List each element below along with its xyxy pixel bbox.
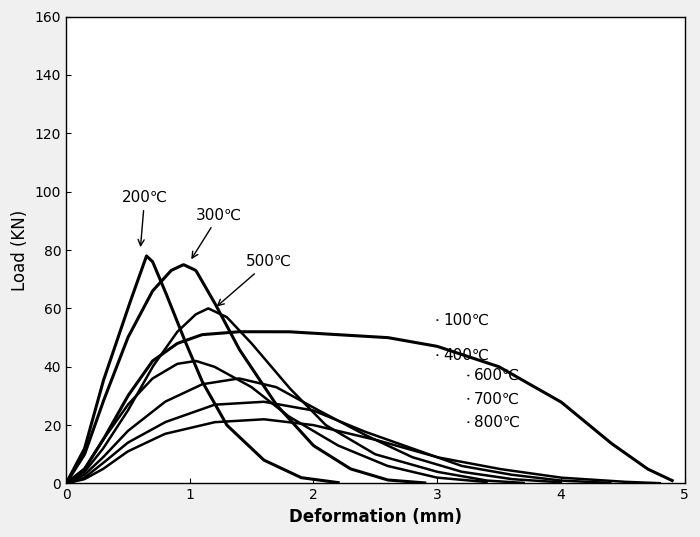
Text: 600℃: 600℃	[468, 368, 520, 383]
Text: 100℃: 100℃	[437, 313, 489, 328]
Text: 500℃: 500℃	[218, 254, 291, 306]
Y-axis label: Load (KN): Load (KN)	[11, 209, 29, 291]
Text: 300℃: 300℃	[192, 207, 242, 258]
Text: 200℃: 200℃	[122, 190, 168, 246]
Text: 700℃: 700℃	[468, 391, 520, 407]
Text: 400℃: 400℃	[437, 347, 489, 362]
X-axis label: Deformation (mm): Deformation (mm)	[289, 508, 462, 526]
Text: 800℃: 800℃	[468, 415, 520, 430]
